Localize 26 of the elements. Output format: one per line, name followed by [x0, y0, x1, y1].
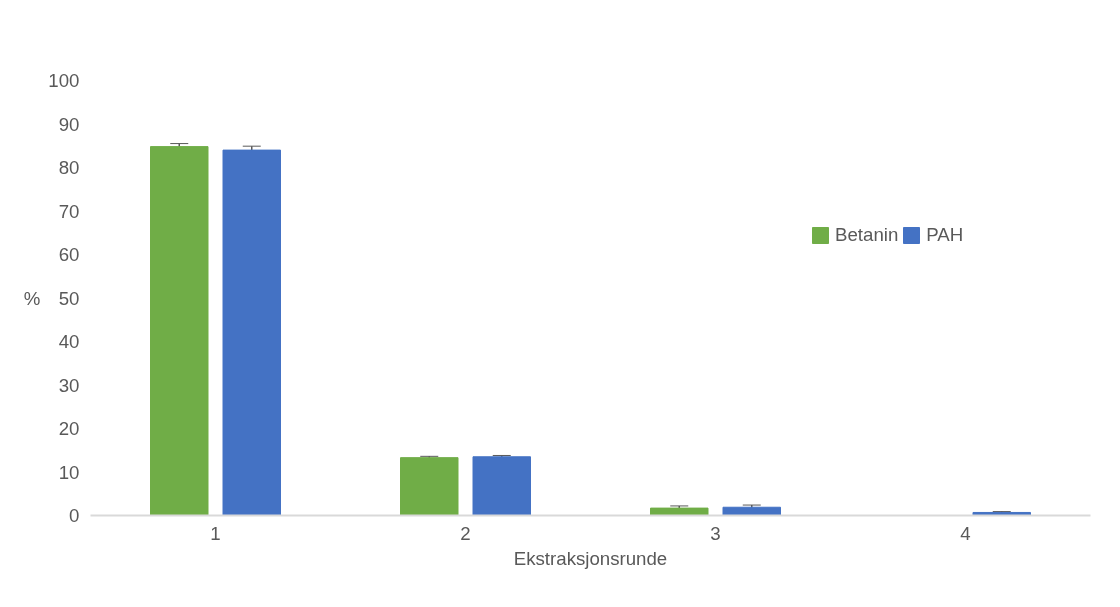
x-axis-title: Ekstraksjonsrunde [513, 547, 668, 569]
y-tick-label: 20 [58, 418, 80, 439]
bar [472, 456, 531, 516]
y-axis-title: % [23, 287, 41, 309]
x-tick-label: 4 [960, 522, 971, 544]
y-tick-label: 90 [58, 113, 80, 135]
bar [722, 506, 781, 516]
y-tick-label: 0 [69, 505, 80, 526]
bar [972, 511, 1031, 516]
bar [650, 507, 709, 516]
y-tick-label: 10 [58, 461, 80, 483]
y-tick-label: 70 [58, 200, 80, 222]
y-tick-label: 80 [58, 157, 80, 178]
y-tick-label: 30 [58, 374, 80, 396]
bar [222, 149, 281, 516]
bar [150, 146, 209, 516]
x-tick-label: 3 [710, 522, 721, 544]
x-tick-label: 1 [210, 522, 221, 544]
y-tick-label: 50 [58, 287, 80, 309]
y-tick-label: 40 [58, 331, 80, 352]
y-tick-label: 100 [48, 70, 80, 91]
bar [400, 457, 459, 516]
legend-label: Betanin [835, 224, 899, 246]
x-tick-label: 2 [460, 522, 471, 544]
y-tick-label: 60 [58, 244, 80, 265]
legend-label: PAH [926, 224, 964, 246]
